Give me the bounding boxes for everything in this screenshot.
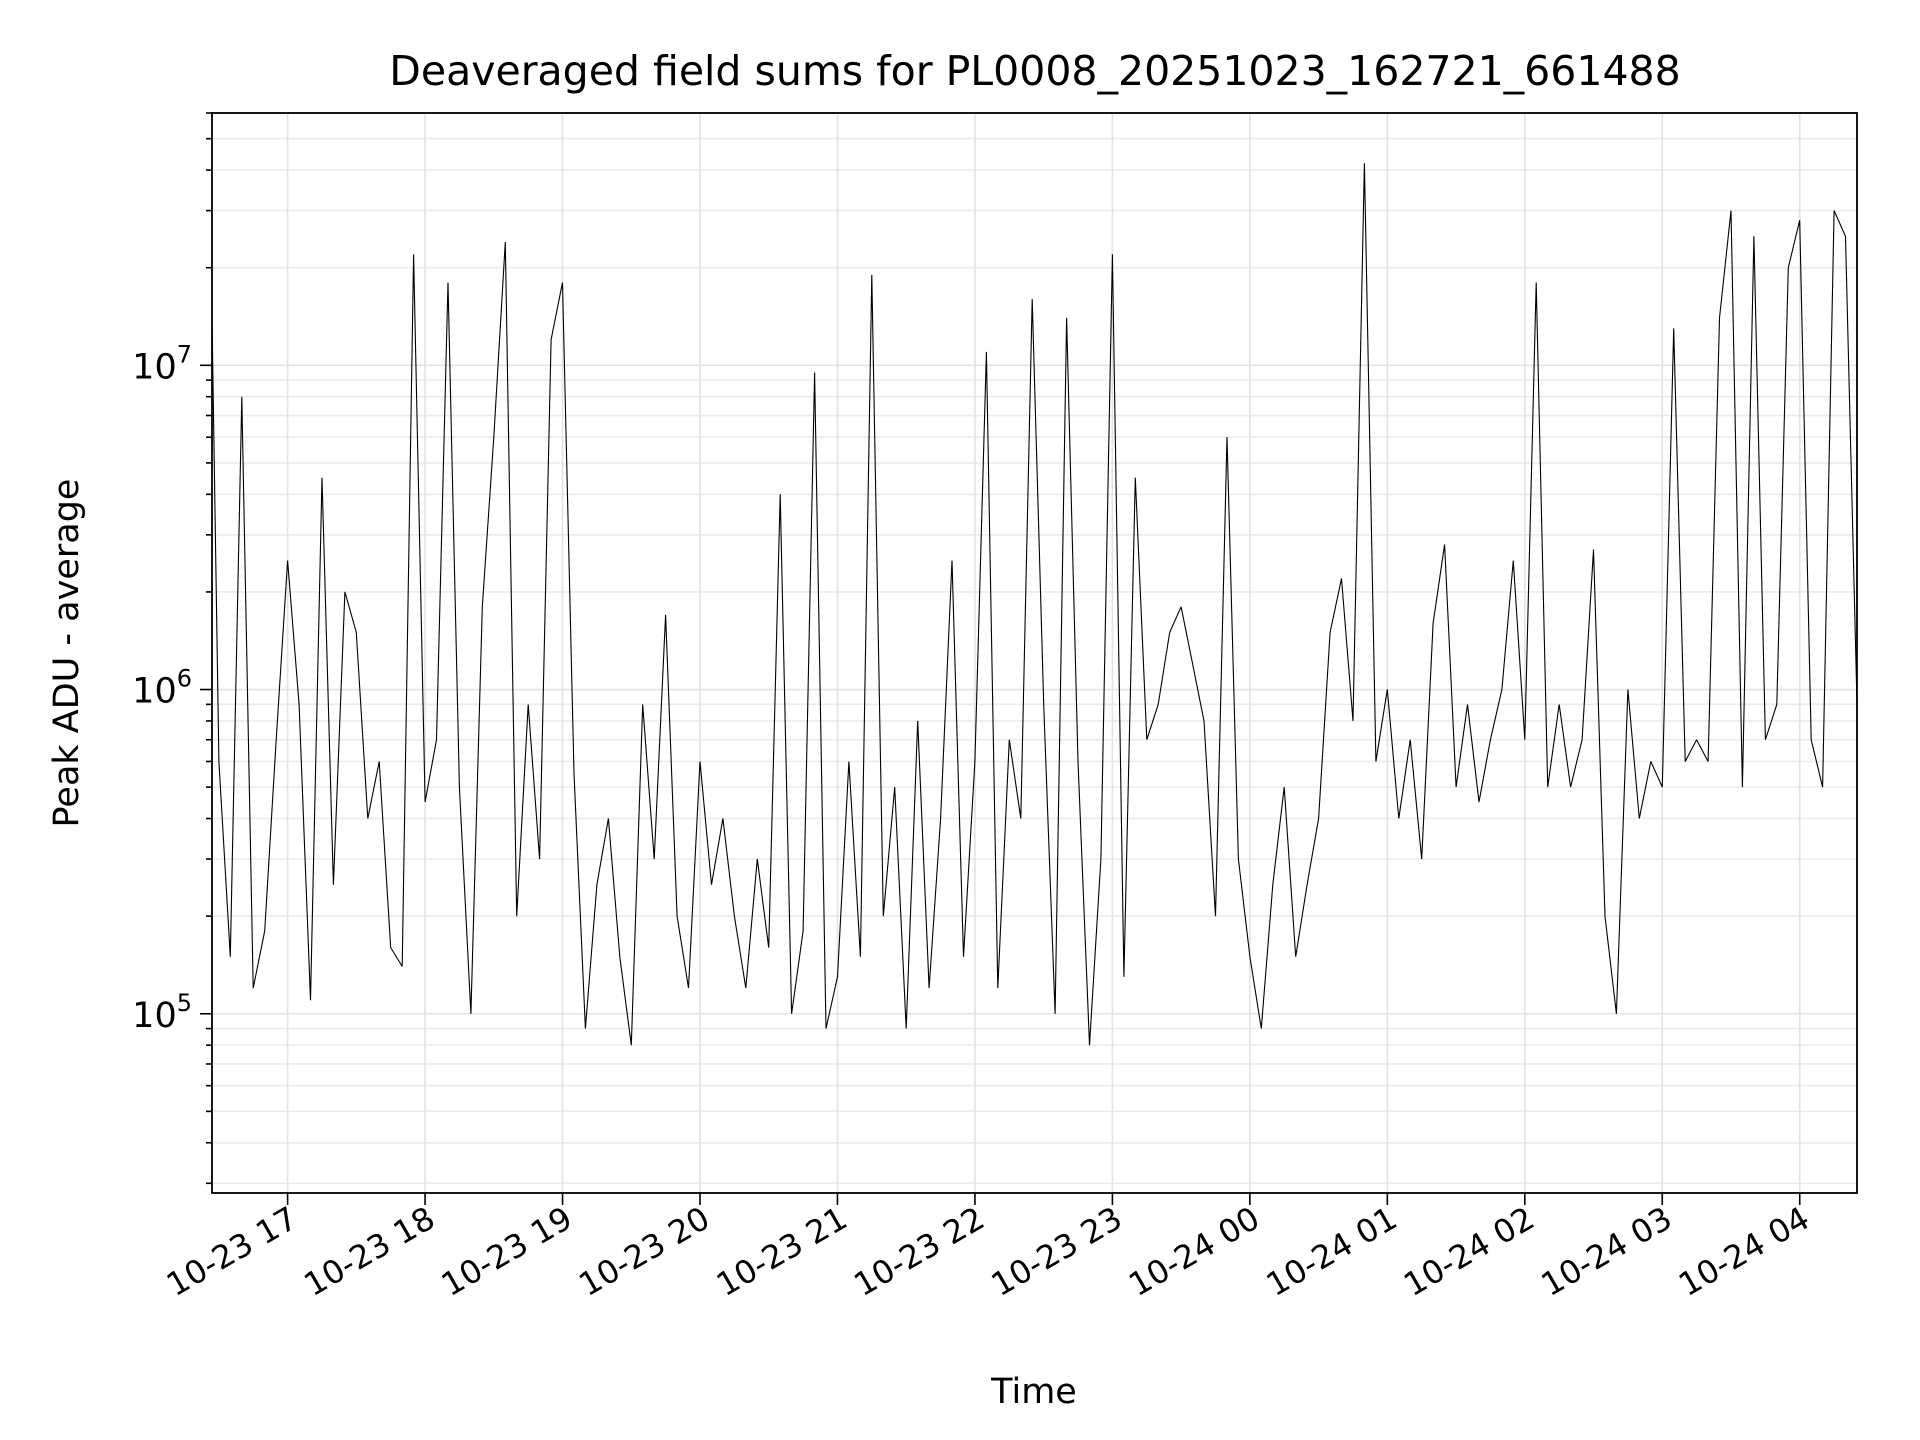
series-line [211,163,1858,1046]
y-tick-label: 107 [132,340,192,387]
y-tick-label: 106 [132,665,192,712]
y-tick-label: 105 [132,989,192,1036]
plot-frame [211,112,1858,1194]
y-axis: 105 106 107 [132,112,212,1185]
chart-title: Deaveraged field sums for PL0008_2025102… [389,47,1680,95]
x-axis-label: Time [990,1372,1077,1412]
y-axis-label: Peak ADU - average [47,479,87,828]
series-layer [211,163,1858,1046]
